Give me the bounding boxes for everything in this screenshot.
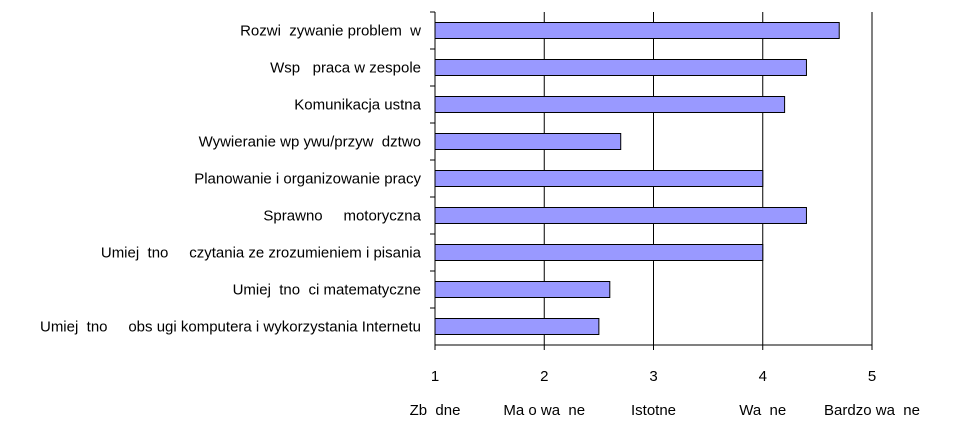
scale-label-2: Ma o wa ne <box>503 402 585 419</box>
x-tick-label-4: 4 <box>759 368 767 385</box>
scale-label-4: Wa ne <box>739 402 786 419</box>
scale-label-5: Bardzo wa ne <box>824 402 920 419</box>
scale-label-3: Istotne <box>631 402 676 419</box>
x-tick-label-5: 5 <box>868 368 876 385</box>
bar-5 <box>434 170 764 187</box>
axis-layer <box>430 11 873 350</box>
category-label-9: Umiej tno obs ugi komputera i wykorzysta… <box>40 319 421 336</box>
category-label-4: Wywieranie wp ywu/przyw dztwo <box>199 134 421 151</box>
category-label-5: Planowanie i organizowanie pracy <box>194 171 421 188</box>
category-label-7: Umiej tno czytania ze zrozumieniem i pis… <box>101 245 422 262</box>
x-tick-label-3: 3 <box>649 368 657 385</box>
scale-label-1: Zb dne <box>410 402 461 419</box>
category-label-8: Umiej tno ci matematyczne <box>233 282 421 299</box>
bar-1 <box>434 22 840 39</box>
x-tick-label-1: 1 <box>431 368 439 385</box>
bar-8 <box>434 281 611 298</box>
label-layer: Rozwi zywanie problem w Wsp praca w zespo… <box>40 23 920 420</box>
bar-6 <box>434 207 807 224</box>
bar-7 <box>434 244 764 261</box>
category-label-1: Rozwi zywanie problem w <box>240 23 421 40</box>
bar-layer <box>434 22 840 335</box>
bar-3 <box>434 96 786 113</box>
bar-4 <box>434 133 622 150</box>
category-label-3: Komunikacja ustna <box>294 97 421 114</box>
x-tick-label-2: 2 <box>540 368 548 385</box>
bar-9 <box>434 318 600 335</box>
category-label-6: Sprawno motoryczna <box>263 208 421 225</box>
category-label-2: Wsp praca w zespole <box>270 60 421 77</box>
bar-2 <box>434 59 807 76</box>
